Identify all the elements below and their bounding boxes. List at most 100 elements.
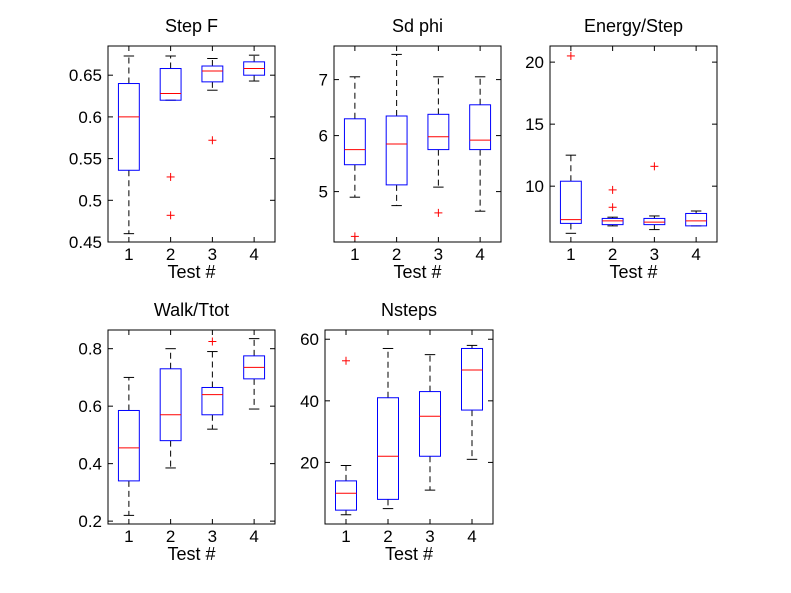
iqr-box: [385, 115, 408, 186]
x-axis-label: Test #: [609, 262, 657, 282]
x-tick-label: 4: [249, 245, 258, 264]
iqr-box: [685, 212, 708, 227]
box-3: [643, 162, 666, 231]
box-2: [159, 348, 182, 469]
iqr-box: [559, 180, 582, 224]
x-tick-label: 2: [383, 527, 392, 546]
box-3: [201, 337, 224, 430]
outlier-marker: [208, 136, 217, 145]
outlier-marker: [208, 337, 217, 346]
outlier-marker: [166, 211, 175, 220]
chart-title: Nsteps: [381, 300, 437, 320]
box-3: [201, 58, 224, 145]
box-2: [159, 55, 182, 220]
y-tick-label: 20: [525, 53, 544, 72]
y-tick-label: 60: [300, 330, 319, 349]
outlier-marker: [566, 51, 575, 60]
box-4: [243, 54, 266, 82]
x-axis-label: Test #: [385, 544, 433, 564]
outlier-marker: [650, 162, 659, 171]
axes-frame: [107, 329, 276, 525]
subplot-1: Step F Test # 0.45 0.5 0.55 0.6 0.65 1 2 3 4: [69, 16, 276, 282]
subplot-4: Walk/Ttot Test # 0.2 0.4 0.6 0.8 1 2 3 4: [78, 300, 276, 564]
subplot-3: Energy/Step Test # 10 15 20 1 2 3 4: [525, 16, 718, 282]
x-tick-label: 1: [124, 245, 133, 264]
y-tick-label: 0.8: [78, 340, 102, 359]
y-tick-label: 0.6: [78, 108, 102, 127]
x-tick-label: 3: [425, 527, 434, 546]
iqr-box: [117, 409, 140, 482]
x-tick-label: 4: [475, 245, 484, 264]
axes-frame: [324, 329, 494, 525]
iqr-box: [335, 480, 357, 511]
box-4: [685, 210, 708, 227]
y-tick-label: 0.65: [69, 66, 102, 85]
box-4: [243, 338, 266, 410]
x-tick-label: 1: [566, 245, 575, 264]
iqr-box: [427, 113, 450, 151]
outlier-marker: [166, 172, 175, 181]
x-tick-label: 4: [467, 527, 476, 546]
y-tick-label: 6: [319, 127, 328, 146]
box-1: [559, 51, 582, 234]
x-tick-label: 2: [608, 245, 617, 264]
y-tick-label: 40: [300, 392, 319, 411]
subplot-2: Sd phi Test # 5 6 7 1 2 3 4: [319, 16, 502, 282]
iqr-box: [117, 83, 140, 171]
box-1: [343, 76, 366, 241]
chart-title: Energy/Step: [584, 16, 683, 36]
x-tick-label: 1: [341, 527, 350, 546]
outlier-marker: [608, 185, 617, 194]
outlier-marker: [608, 203, 617, 212]
x-axis-label: Test #: [167, 262, 215, 282]
box-1: [117, 55, 140, 235]
x-axis-label: Test #: [393, 262, 441, 282]
y-tick-label: 0.5: [78, 191, 102, 210]
x-tick-label: 1: [124, 527, 133, 546]
y-tick-label: 5: [319, 183, 328, 202]
chart-title: Step F: [165, 16, 218, 36]
y-tick-label: 0.45: [69, 233, 102, 252]
y-tick-label: 0.2: [78, 512, 102, 531]
iqr-box: [601, 217, 624, 226]
iqr-box: [419, 391, 441, 457]
iqr-box: [159, 68, 182, 101]
box-1: [117, 376, 140, 516]
iqr-box: [461, 347, 483, 411]
chart-title: Sd phi: [392, 16, 443, 36]
y-tick-label: 0.4: [78, 455, 102, 474]
iqr-box: [377, 397, 399, 500]
y-tick-label: 10: [525, 177, 544, 196]
iqr-box: [343, 118, 366, 166]
box-4: [461, 344, 483, 460]
box-2: [385, 53, 408, 207]
axes-frame: [107, 45, 276, 243]
axes-frame: [333, 45, 502, 243]
x-tick-label: 3: [208, 527, 217, 546]
box-3: [419, 354, 441, 491]
outlier-marker: [342, 356, 350, 365]
iqr-box: [469, 104, 492, 151]
y-tick-label: 0.55: [69, 150, 102, 169]
subplot-5: Nsteps Test # 20 40 60 1 2 3 4: [300, 300, 494, 564]
y-tick-label: 0.6: [78, 397, 102, 416]
chart-title: Walk/Ttot: [154, 300, 229, 320]
x-tick-label: 3: [650, 245, 659, 264]
outlier-marker: [350, 232, 359, 241]
y-tick-label: 15: [525, 115, 544, 134]
x-tick-label: 2: [392, 245, 401, 264]
x-axis-label: Test #: [167, 544, 215, 564]
iqr-box: [201, 65, 224, 83]
box-4: [469, 76, 492, 212]
iqr-box: [201, 386, 224, 416]
x-tick-label: 2: [166, 527, 175, 546]
x-tick-label: 3: [434, 245, 443, 264]
box-3: [427, 76, 450, 217]
x-tick-label: 2: [166, 245, 175, 264]
box-2: [601, 185, 624, 227]
x-tick-label: 4: [691, 245, 700, 264]
x-tick-label: 4: [249, 527, 258, 546]
x-tick-label: 3: [208, 245, 217, 264]
